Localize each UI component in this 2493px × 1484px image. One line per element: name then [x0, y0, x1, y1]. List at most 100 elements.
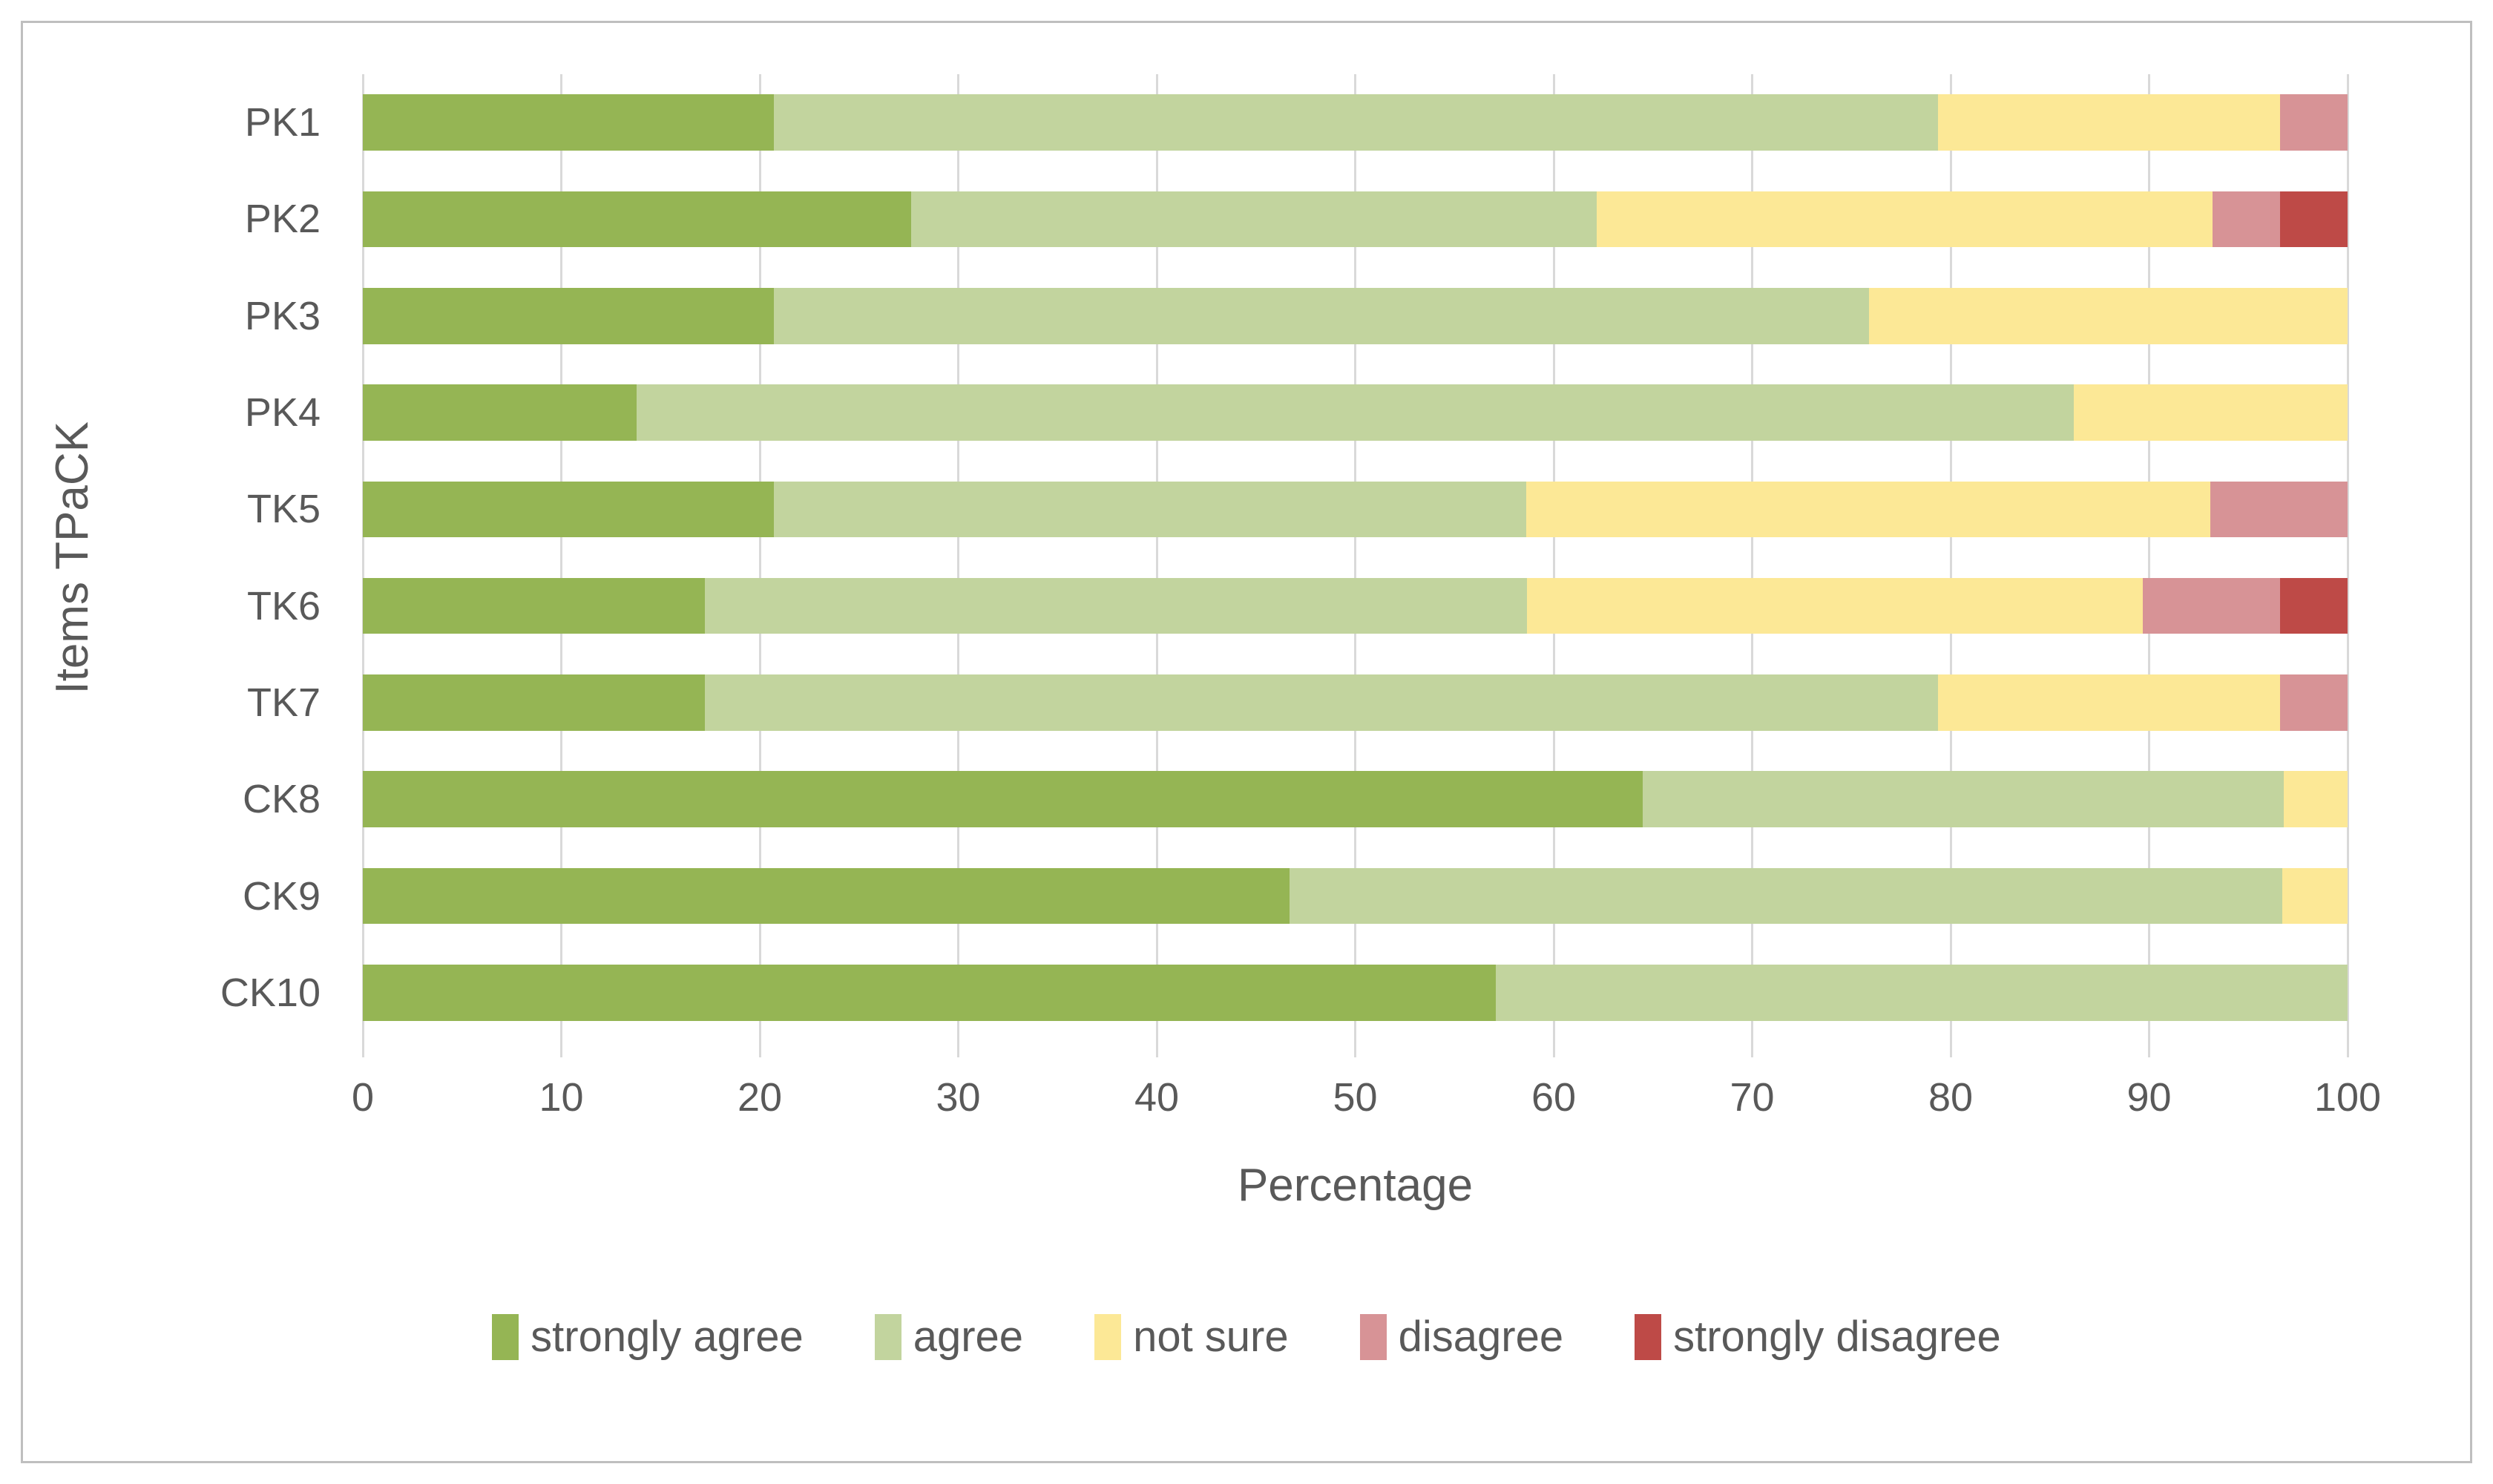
bar-segment-PK1-strongly-agree [363, 94, 775, 151]
legend-item-strongly-disagree: strongly disagree [1635, 1312, 2001, 1362]
bar-segment-PK1-not-sure [1938, 94, 2280, 151]
category-label-CK9: CK9 [242, 873, 321, 919]
legend-item-agree: agree [874, 1312, 1024, 1362]
gridline-50 [1354, 74, 1356, 1057]
bar-row-PK1 [363, 74, 2348, 171]
x-tick-label-0: 0 [351, 1075, 375, 1120]
category-axis: PK1 PK2 PK3 PK4 TK5 TK6 TK7 CK8 CK9 CK10 [67, 74, 341, 1041]
bar-PK2 [363, 191, 2348, 248]
bar-TK6 [363, 577, 2348, 634]
x-tick-label-40: 40 [1134, 1075, 1180, 1120]
bar-segment-TK5-strongly-agree [363, 481, 774, 538]
legend-label-strongly-disagree: strongly disagree [1673, 1313, 2001, 1361]
bar-row-PK2 [363, 171, 2348, 267]
gridline-90 [2148, 74, 2150, 1057]
bar-segment-TK5-disagree [2210, 481, 2348, 538]
bar-segment-TK6-strongly-disagree [2279, 577, 2348, 634]
bar-CK10 [363, 965, 2348, 1021]
plot-area [361, 74, 2349, 1057]
x-axis-ticks: 0 10 20 30 40 50 60 70 80 90 100 [352, 1074, 2381, 1126]
bar-segment-PK3-not-sure [1869, 287, 2348, 344]
bar-segment-TK6-not-sure [1527, 577, 2144, 634]
bar-segment-PK3-strongly-agree [363, 287, 774, 344]
figure-border [21, 21, 2472, 1463]
x-tick-label-70: 70 [1730, 1075, 1775, 1120]
bar-row-TK6 [363, 558, 2348, 654]
bar-row-CK9 [363, 847, 2348, 944]
x-tick-label-80: 80 [1928, 1075, 1974, 1120]
bar-segment-PK2-disagree [2212, 191, 2280, 248]
bar-PK3 [363, 287, 2348, 344]
category-label-PK2: PK2 [244, 197, 321, 242]
x-tick-label-90: 90 [2126, 1075, 2172, 1120]
category-label-TK5: TK5 [246, 487, 321, 532]
bar-TK5 [363, 481, 2348, 538]
bar-row-CK10 [363, 945, 2348, 1041]
bar-segment-PK1-agree [774, 94, 1939, 151]
bar-segment-TK6-strongly-agree [363, 577, 705, 634]
bar-segment-PK2-not-sure [1596, 191, 2213, 248]
bar-segment-PK4-strongly-agree [363, 384, 637, 441]
bar-segment-CK10-agree [1496, 965, 2348, 1021]
legend-swatch-not-sure [1094, 1313, 1122, 1360]
category-label-PK4: PK4 [244, 390, 321, 436]
bar-row-TK7 [363, 654, 2348, 751]
bar-segment-CK9-not-sure [2282, 867, 2348, 925]
category-label-TK6: TK6 [246, 583, 321, 628]
bar-CK8 [363, 771, 2348, 828]
bar-CK9 [363, 867, 2348, 925]
bar-segment-CK8-strongly-agree [363, 771, 1643, 828]
bar-segment-CK10-strongly-agree [363, 965, 1497, 1021]
gridline-60 [1552, 74, 1555, 1057]
bar-segment-TK6-agree [704, 577, 1528, 634]
legend-label-agree: agree [913, 1313, 1024, 1361]
bar-segment-PK4-not-sure [2073, 384, 2348, 441]
bar-segment-PK2-agree [911, 191, 1597, 248]
gridline-80 [1949, 74, 1952, 1057]
bar-segment-CK9-strongly-agree [363, 867, 1290, 925]
gridline-10 [560, 74, 562, 1057]
bar-segment-TK7-strongly-agree [363, 674, 705, 731]
bar-segment-TK6-disagree [2143, 577, 2280, 634]
bar-segment-TK5-not-sure [1525, 481, 2211, 538]
bar-TK7 [363, 674, 2348, 731]
legend-label-disagree: disagree [1398, 1313, 1564, 1361]
bar-segment-PK3-agree [773, 287, 1870, 344]
legend-item-not-sure: not sure [1094, 1312, 1289, 1362]
legend: strongly agree agree not sure disagree stron… [21, 1312, 2472, 1362]
gridline-30 [957, 74, 959, 1057]
gridline-0 [361, 74, 364, 1057]
bar-segment-TK7-disagree [2279, 674, 2348, 731]
legend-swatch-strongly-disagree [1635, 1313, 1662, 1360]
legend-item-disagree: disagree [1359, 1312, 1564, 1362]
legend-label-strongly-agree: strongly agree [531, 1313, 804, 1361]
bar-segment-PK2-strongly-agree [363, 191, 912, 248]
bar-segment-CK8-agree [1643, 771, 2285, 828]
legend-label-not-sure: not sure [1133, 1313, 1289, 1361]
x-tick-label-10: 10 [539, 1075, 584, 1120]
legend-swatch-agree [874, 1313, 901, 1360]
bar-segment-TK7-not-sure [1938, 674, 2280, 731]
legend-swatch-disagree [1359, 1313, 1387, 1360]
x-axis-title: Percentage [1237, 1160, 1474, 1211]
x-tick-label-60: 60 [1531, 1075, 1577, 1120]
gridline-40 [1155, 74, 1158, 1057]
category-label-PK1: PK1 [244, 100, 321, 145]
category-label-CK8: CK8 [242, 777, 321, 822]
x-tick-label-100: 100 [2313, 1075, 2382, 1120]
gridline-100 [2346, 74, 2349, 1057]
category-label-CK10: CK10 [220, 970, 321, 1015]
legend-item-strongly-agree: strongly agree [492, 1312, 804, 1362]
bar-segment-TK5-agree [773, 481, 1526, 538]
legend-swatch-strongly-agree [492, 1313, 519, 1360]
bar-PK1 [363, 94, 2348, 151]
bar-PK4 [363, 384, 2348, 441]
bar-segment-CK9-agree [1290, 867, 2282, 925]
bar-segment-PK1-disagree [2279, 94, 2348, 151]
x-tick-label-50: 50 [1333, 1075, 1378, 1120]
bar-row-CK8 [363, 751, 2348, 847]
bar-row-PK4 [363, 364, 2348, 461]
x-tick-label-30: 30 [936, 1075, 981, 1120]
x-tick-label-20: 20 [737, 1075, 783, 1120]
bar-segment-PK4-agree [637, 384, 2074, 441]
